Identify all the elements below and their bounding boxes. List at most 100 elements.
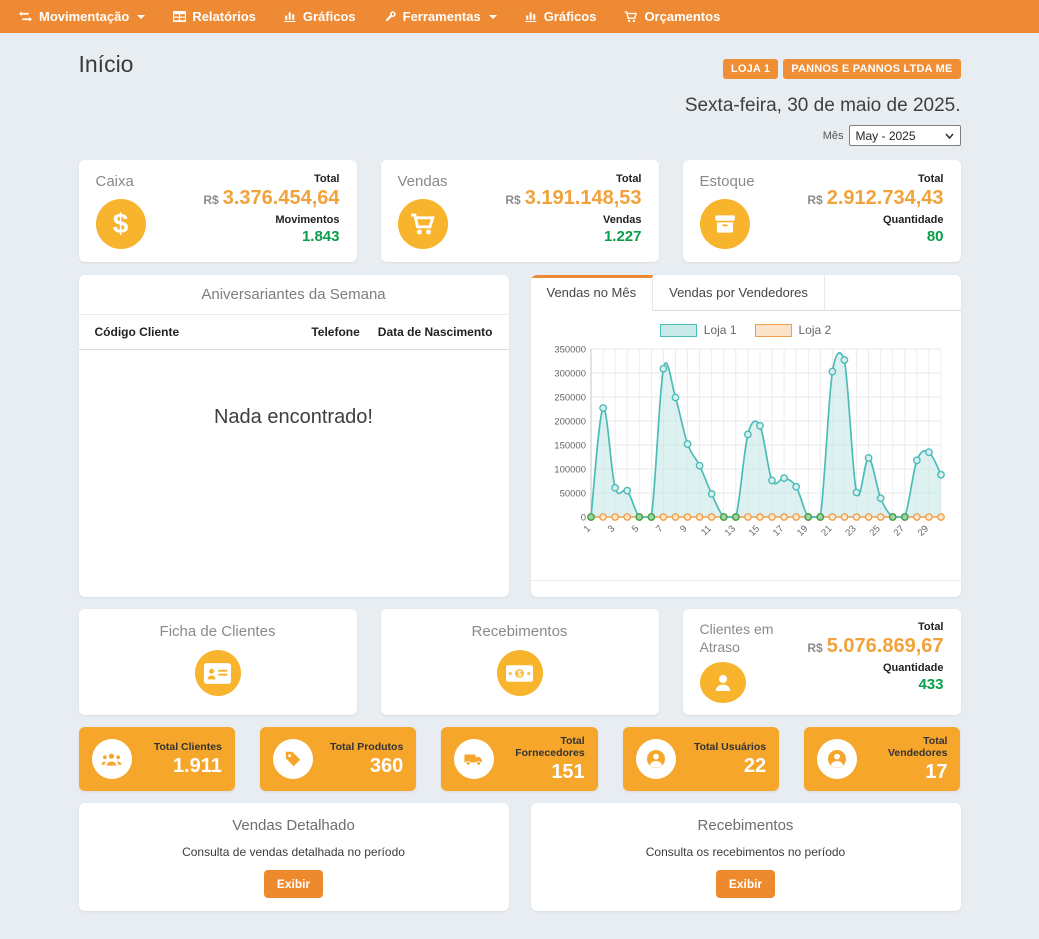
wrench-icon [384, 10, 397, 23]
col-header-codigo-cliente: Código Cliente [94, 325, 180, 339]
svg-text:29: 29 [915, 523, 930, 538]
card-recebimentos[interactable]: Recebimentos $ [380, 609, 659, 715]
company-badge: PANNOS E PANNOS LTDA ME [783, 59, 961, 79]
legend-swatch-loja2 [754, 323, 792, 337]
stat-total-fornecedores: Total Fornecedores 151 [441, 727, 598, 791]
chart-panel-footer [530, 580, 961, 597]
nav-item-graficos-2[interactable]: Gráficos [511, 0, 611, 33]
svg-text:100000: 100000 [554, 465, 586, 476]
stat-total-produtos: Total Produtos 360 [259, 727, 417, 791]
month-select-value: May - 2025 [855, 128, 916, 143]
stat-value: 1.911 [172, 754, 222, 777]
total-label: Total [918, 621, 944, 633]
panel-recebimentos: Recebimentos Consulta os recebimentos no… [530, 803, 961, 911]
card-estoque: Estoque Total R$ 2.912.734,43 Quantidade … [682, 160, 961, 262]
svg-text:9: 9 [678, 523, 690, 535]
card-title: Ficha de Clientes [159, 623, 276, 640]
card-ficha-clientes[interactable]: Ficha de Clientes [78, 609, 357, 715]
svg-text:7: 7 [654, 523, 666, 535]
svg-text:15: 15 [746, 523, 761, 538]
count-value: 80 [926, 228, 944, 245]
stat-value: 360 [369, 754, 404, 777]
tab-vendas-no-mes[interactable]: Vendas no Mês [530, 275, 654, 311]
stat-label: Total Usuários [693, 740, 767, 753]
panel-title: Vendas Detalhado [232, 817, 355, 834]
chart-legend: Loja 1 Loja 2 [541, 323, 951, 337]
chevron-down-icon [944, 132, 954, 139]
svg-text:13: 13 [722, 523, 737, 538]
top-navigation: Movimentação Relatórios Gráficos Ferrame… [0, 0, 1039, 33]
stat-label: Total Clientes [153, 740, 222, 753]
stat-label: Total Produtos [329, 740, 404, 753]
svg-text:11: 11 [699, 523, 714, 538]
cart-icon [624, 10, 638, 23]
currency-label: R$ [807, 641, 823, 655]
current-date: Sexta-feira, 30 de maio de 2025. [684, 95, 961, 116]
caret-down-icon [488, 14, 497, 19]
svg-text:50000: 50000 [559, 489, 585, 500]
user-circle-icon [635, 739, 676, 779]
count-label: Movimentos [275, 214, 340, 226]
panel-description: Consulta os recebimentos no período [645, 845, 846, 859]
svg-text:23: 23 [843, 523, 858, 538]
legend-item-loja2[interactable]: Loja 2 [754, 323, 831, 337]
svg-text:350000: 350000 [554, 345, 586, 356]
stat-label: Total Vendedores [887, 734, 948, 759]
dollar-icon: $ [95, 199, 146, 249]
stat-total-vendedores: Total Vendedores 17 [804, 727, 961, 791]
svg-text:17: 17 [770, 523, 785, 538]
users-icon [91, 739, 132, 779]
svg-text:19: 19 [795, 523, 810, 538]
table-icon [173, 11, 187, 22]
exibir-button[interactable]: Exibir [263, 870, 324, 898]
legend-swatch-loja1 [659, 323, 697, 337]
user-icon [699, 662, 746, 703]
card-vendas: Vendas Total R$ 3.191.148,53 Vendas 1.227 [380, 160, 659, 262]
total-label: Total [918, 173, 944, 185]
svg-text:300000: 300000 [554, 369, 586, 380]
total-label: Total [616, 173, 642, 185]
store-badge: LOJA 1 [722, 59, 779, 79]
money-bill-icon: $ [496, 650, 543, 696]
svg-text:25: 25 [867, 523, 882, 538]
col-header-telefone: Telefone [311, 325, 360, 339]
stat-total-clientes: Total Clientes 1.911 [78, 727, 235, 791]
sales-panel: Vendas no Mês Vendas por Vendedores Loja… [530, 275, 961, 597]
bar-chart-icon [524, 11, 538, 22]
svg-text:3: 3 [605, 523, 617, 535]
tab-vendas-por-vendedores[interactable]: Vendas por Vendedores [653, 275, 825, 310]
count-value: 433 [918, 676, 944, 693]
nav-item-relatorios[interactable]: Relatórios [159, 0, 270, 33]
card-title: Estoque [699, 173, 755, 190]
panel-title: Recebimentos [697, 817, 794, 834]
truck-icon [454, 739, 495, 779]
nav-item-graficos-1[interactable]: Gráficos [270, 0, 370, 33]
empty-message: Nada encontrado! [213, 406, 373, 428]
panel-vendas-detalhado: Vendas Detalhado Consulta de vendas deta… [78, 803, 509, 911]
month-label: Mês [822, 129, 844, 142]
count-value: 1.843 [301, 228, 340, 245]
month-select[interactable]: May - 2025 [848, 125, 961, 146]
caret-down-icon [137, 14, 146, 19]
legend-item-loja1[interactable]: Loja 1 [659, 323, 737, 337]
count-label: Vendas [602, 214, 642, 226]
svg-text:250000: 250000 [554, 393, 586, 404]
tag-icon [272, 739, 313, 779]
stat-value: 17 [925, 760, 948, 783]
panel-description: Consulta de vendas detalhada no período [182, 845, 405, 859]
card-title: Caixa [95, 173, 134, 190]
total-label: Total [314, 173, 340, 185]
nav-item-movimentacao[interactable]: Movimentação [4, 0, 159, 33]
svg-text:21: 21 [819, 523, 834, 538]
page-title: Início [78, 51, 134, 77]
svg-text:5: 5 [629, 523, 641, 535]
svg-text:0: 0 [580, 513, 585, 524]
nav-item-orcamentos[interactable]: Orçamentos [610, 0, 734, 33]
card-clientes-em-atraso: Clientes em Atraso Total R$ 5.076.869,67 … [682, 609, 961, 715]
nav-item-ferramentas[interactable]: Ferramentas [370, 0, 511, 33]
exibir-button[interactable]: Exibir [715, 870, 776, 898]
card-caixa: Caixa $ Total R$ 3.376.454,64 Movimentos … [78, 160, 357, 262]
count-value: 1.227 [603, 228, 642, 245]
birthdays-panel: Aniversariantes da Semana Código Cliente… [78, 275, 509, 597]
bar-chart-icon [283, 11, 297, 22]
